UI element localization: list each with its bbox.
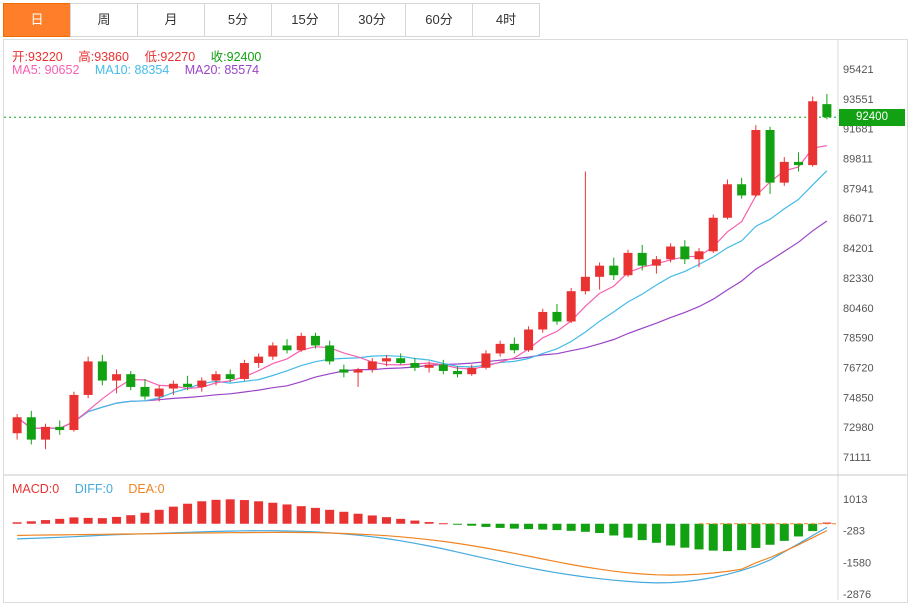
svg-text:80460: 80460 [843,303,874,315]
macd-readout: MACD:0 DIFF:0 DEA:0 [12,482,177,496]
tab-m30[interactable]: 30分 [338,3,406,37]
candlestick-macd-chart[interactable]: 95421 93551 91681 89811 87941 86071 84201 82330… [4,40,907,600]
interval-tabbar: 日周月 5分 15分 30分 60分 4时 [0,0,911,39]
svg-text:93551: 93551 [843,94,874,106]
svg-text:-1580: -1580 [843,557,871,569]
svg-text:82330: 82330 [843,273,874,285]
tab-m15[interactable]: 15分 [271,3,339,37]
close-value: 收:92400 [210,50,262,64]
svg-text:91681: 91681 [843,124,874,136]
ohlc-readout: 开:93220 高:93860 低:92270 收:92400 [12,46,273,65]
svg-text:72980: 72980 [843,422,874,434]
ma5-value: MA5: 90652 [12,63,80,77]
svg-text:74850: 74850 [843,392,874,404]
svg-text:76720: 76720 [843,362,874,374]
tab-m5[interactable]: 5分 [204,3,272,37]
chart-widget: 95421 93551 91681 89811 87941 86071 84201 82330… [3,39,908,603]
ma20-value: MA20: 85574 [184,63,260,77]
svg-text:84201: 84201 [843,243,874,255]
svg-text:95421: 95421 [843,64,874,76]
svg-text:86071: 86071 [843,213,874,225]
last-price-tag: 92400 [839,109,905,127]
tab-h4[interactable]: 4时 [472,3,540,37]
macd-value: MACD:0 [12,482,60,496]
diff-value: DIFF:0 [74,482,113,496]
svg-text:89811: 89811 [843,154,873,166]
high-value: 高:93860 [78,50,129,64]
ma-readout: MA5: 90652 MA10: 88354 MA20: 85574 [12,63,271,77]
svg-text:71111: 71111 [843,452,871,464]
svg-text:1013: 1013 [843,494,867,506]
svg-text:-2876: -2876 [843,589,871,600]
ma10-value: MA10: 88354 [94,63,170,77]
svg-text:-283: -283 [843,526,865,538]
dea-value: DEA:0 [128,482,165,496]
svg-text:78590: 78590 [843,333,874,345]
tab-m60[interactable]: 60分 [405,3,473,37]
tab-day[interactable]: 日 [3,3,71,37]
tab-month[interactable]: 月 [137,3,205,37]
svg-text:87941: 87941 [843,183,874,195]
open-value: 开:93220 [12,50,63,64]
low-value: 低:92270 [144,50,196,64]
tab-week[interactable]: 周 [70,3,138,37]
